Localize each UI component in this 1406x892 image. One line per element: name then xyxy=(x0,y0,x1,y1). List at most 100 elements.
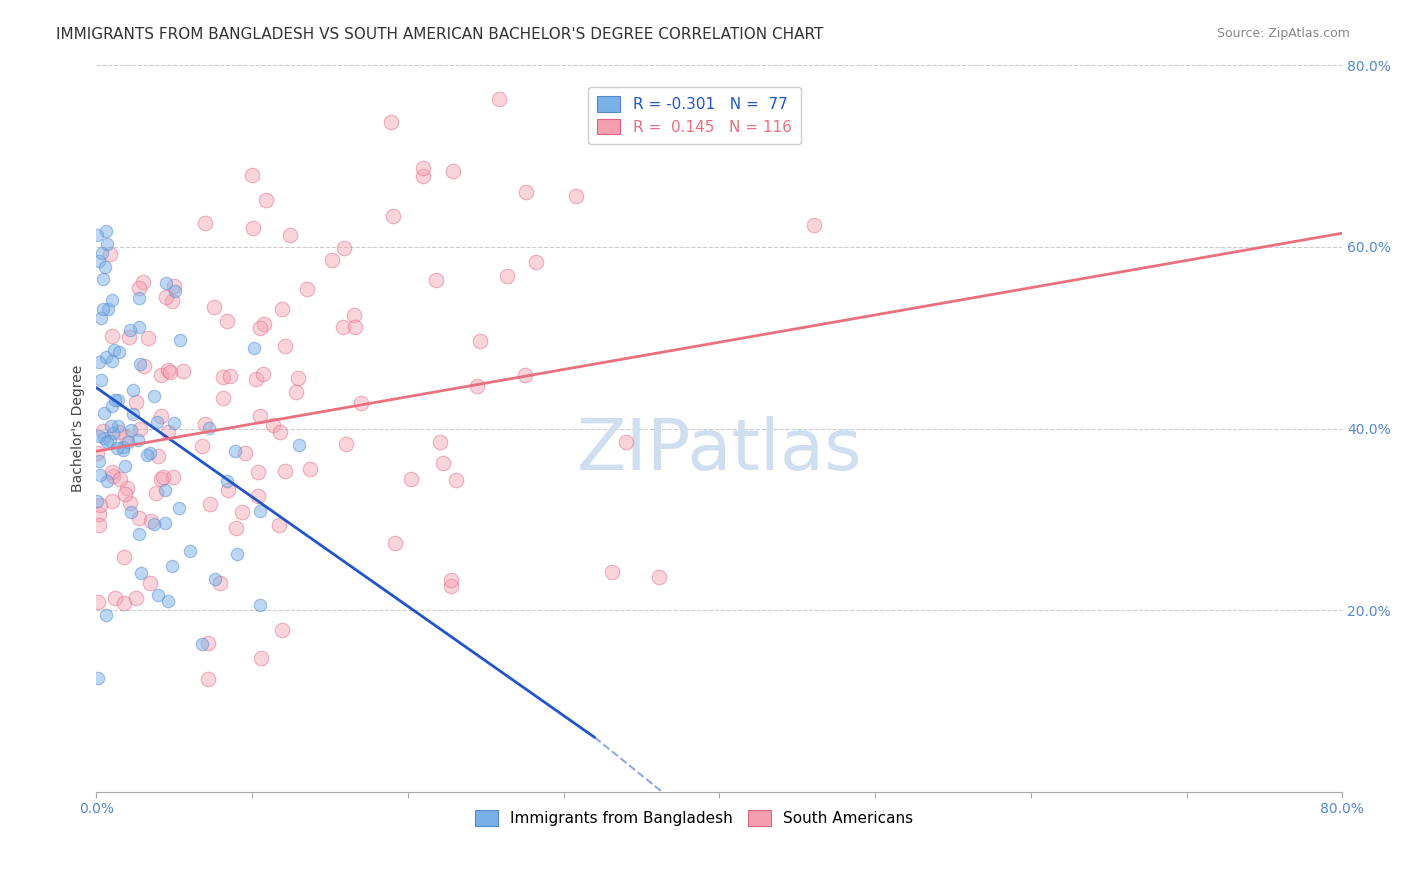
Point xyxy=(101,293,124,308)
Point xyxy=(127,433,149,447)
Point xyxy=(614,435,637,450)
Point xyxy=(602,565,624,579)
Y-axis label: Bachelor's Degree: Bachelor's Degree xyxy=(72,365,86,492)
Point xyxy=(87,671,110,685)
Point xyxy=(513,368,536,382)
Point xyxy=(112,440,135,454)
Point xyxy=(179,544,201,558)
Point xyxy=(271,624,294,638)
Point xyxy=(226,547,249,561)
Point xyxy=(429,435,451,450)
Point xyxy=(139,446,162,460)
Point xyxy=(249,503,271,517)
Point xyxy=(441,164,464,178)
Point xyxy=(90,310,112,325)
Point xyxy=(128,511,150,525)
Point xyxy=(87,507,110,521)
Point xyxy=(440,579,463,593)
Point xyxy=(129,422,152,436)
Point xyxy=(194,417,217,431)
Point xyxy=(89,467,111,482)
Point xyxy=(332,241,354,255)
Point xyxy=(252,368,274,382)
Point xyxy=(246,490,269,504)
Point xyxy=(120,496,142,510)
Point xyxy=(134,359,156,374)
Point xyxy=(160,293,183,308)
Point xyxy=(162,470,184,484)
Point xyxy=(101,329,124,343)
Point xyxy=(156,425,179,439)
Point xyxy=(254,194,277,208)
Point xyxy=(98,247,121,261)
Point xyxy=(159,365,181,379)
Point xyxy=(107,393,129,408)
Point xyxy=(96,434,118,449)
Point xyxy=(191,439,214,453)
Point xyxy=(269,425,291,439)
Point xyxy=(94,351,117,365)
Point xyxy=(163,279,186,293)
Point xyxy=(94,260,117,275)
Point xyxy=(104,591,127,605)
Point xyxy=(155,277,177,291)
Point xyxy=(90,372,112,386)
Point xyxy=(219,368,242,383)
Point xyxy=(344,320,367,334)
Point xyxy=(246,465,269,479)
Point xyxy=(146,449,169,463)
Point xyxy=(287,371,309,385)
Point xyxy=(515,185,537,199)
Point xyxy=(142,516,165,531)
Point xyxy=(107,418,129,433)
Point xyxy=(295,282,318,296)
Point xyxy=(103,25,125,39)
Point xyxy=(89,499,111,513)
Point xyxy=(128,527,150,541)
Point xyxy=(129,357,152,371)
Point xyxy=(117,434,139,449)
Point xyxy=(155,516,177,531)
Point xyxy=(233,446,256,460)
Point xyxy=(274,464,297,478)
Point xyxy=(155,483,177,497)
Point xyxy=(100,494,122,508)
Point xyxy=(93,301,115,316)
Point xyxy=(803,218,825,232)
Point xyxy=(495,268,517,283)
Point xyxy=(149,472,172,486)
Point xyxy=(412,169,434,184)
Point xyxy=(242,220,264,235)
Point xyxy=(91,424,114,438)
Point xyxy=(231,505,253,519)
Point xyxy=(648,570,671,584)
Point xyxy=(270,301,292,316)
Point xyxy=(86,446,108,460)
Point xyxy=(253,317,276,331)
Point xyxy=(111,442,134,457)
Point xyxy=(269,517,291,532)
Point xyxy=(100,419,122,434)
Point xyxy=(217,314,239,328)
Point xyxy=(382,209,405,223)
Point xyxy=(125,591,148,605)
Point xyxy=(103,343,125,358)
Point xyxy=(299,462,322,476)
Point xyxy=(104,393,127,408)
Point xyxy=(262,418,284,433)
Point xyxy=(425,273,447,287)
Point xyxy=(122,407,145,421)
Point xyxy=(332,320,354,334)
Point xyxy=(224,443,246,458)
Point xyxy=(103,426,125,441)
Point xyxy=(335,437,357,451)
Text: ZIPatlas: ZIPatlas xyxy=(576,416,862,485)
Point xyxy=(217,475,239,489)
Point xyxy=(122,383,145,397)
Point xyxy=(108,425,131,439)
Point xyxy=(204,572,226,586)
Point xyxy=(285,384,308,399)
Point xyxy=(150,368,173,382)
Point xyxy=(87,518,110,533)
Point xyxy=(524,255,547,269)
